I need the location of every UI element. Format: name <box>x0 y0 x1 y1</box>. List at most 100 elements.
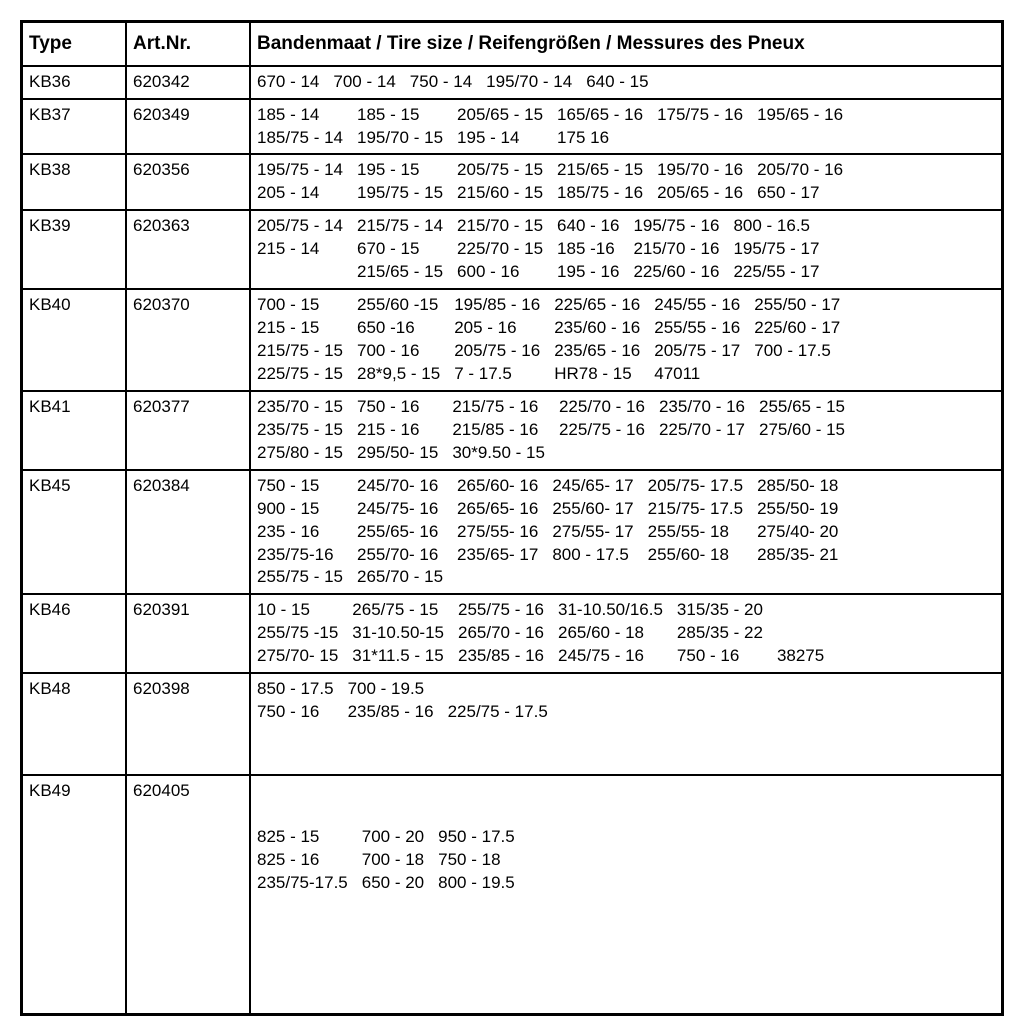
tire-size-value: 285/50- 18 <box>757 475 838 498</box>
tire-size-value: 225/75 - 17.5 <box>448 701 548 724</box>
cell-sizes: 670 - 14700 - 14750 - 14195/70 - 14640 -… <box>250 66 1003 99</box>
tire-size-value <box>448 678 548 701</box>
cell-type: KB37 <box>22 99 127 155</box>
tire-size-value: 700 - 15 <box>257 294 343 317</box>
cell-type: KB49 <box>22 775 127 1015</box>
tire-size-value: 205/75 - 17 <box>654 340 740 363</box>
tire-size-value <box>257 986 348 1009</box>
tire-size-value: 225/75 - 15 <box>257 363 343 386</box>
tire-size-value: 750 - 16 <box>677 645 763 668</box>
tire-size-value <box>362 963 424 986</box>
tire-size-value: 650 - 20 <box>362 872 424 895</box>
tire-size-value: 255/60 -15 <box>357 294 440 317</box>
tire-size-value <box>777 622 824 645</box>
tire-size-value: 265/60 - 18 <box>558 622 663 645</box>
tire-size-value: 195/70 - 14 <box>486 71 572 94</box>
cell-type: KB48 <box>22 673 127 775</box>
tire-size-value: 255/50 - 17 <box>754 294 840 317</box>
tire-size-value: 650 -16 <box>357 317 440 340</box>
tire-size-value: 235/75 - 15 <box>257 419 343 442</box>
size-column: 255/75 - 16265/70 - 16235/85 - 16 <box>458 599 544 668</box>
tire-size-value: 205/75- 17.5 <box>648 475 743 498</box>
tire-size-value: 225/70 - 15 <box>457 238 543 261</box>
tire-size-value: 215 - 14 <box>257 238 343 261</box>
size-column: 235/70 - 15235/75 - 15275/80 - 15 <box>257 396 343 465</box>
size-column: 195/70 - 16205/65 - 16 <box>657 159 743 205</box>
tire-size-value <box>438 780 515 803</box>
size-column: 315/35 - 20285/35 - 22750 - 16 <box>677 599 763 668</box>
size-column: 195/75 - 16215/70 - 16225/60 - 16 <box>633 215 719 284</box>
tire-size-value <box>257 780 348 803</box>
cell-sizes: 850 - 17.5750 - 16 700 - 19.5235/85 - 16… <box>250 673 1003 775</box>
cell-art: 620349 <box>126 99 250 155</box>
tire-size-value: 255/75 -15 <box>257 622 338 645</box>
tire-size-value: 285/35- 21 <box>757 544 838 567</box>
tire-size-value <box>438 963 515 986</box>
tire-size-value: 850 - 17.5 <box>257 678 334 701</box>
tire-size-value: 38275 <box>777 645 824 668</box>
tire-size-value: 825 - 15 <box>257 826 348 849</box>
tire-size-value: 215/75 - 15 <box>257 340 343 363</box>
table-row: KB49620405 825 - 15825 - 16235/75-17.5 7… <box>22 775 1003 1015</box>
tire-size-value: 700 - 20 <box>362 826 424 849</box>
tire-size-value <box>257 724 334 747</box>
tire-size-value: 700 - 18 <box>362 849 424 872</box>
tire-size-value: 750 - 18 <box>438 849 515 872</box>
tire-size-value: 825 - 16 <box>257 849 348 872</box>
size-column: 215/70 - 15225/70 - 15600 - 16 <box>457 215 543 284</box>
tire-size-value: 275/55- 16 <box>457 521 538 544</box>
tire-size-value <box>448 724 548 747</box>
tire-size-value: 600 - 16 <box>457 261 543 284</box>
tire-size-value: 255/50- 19 <box>757 498 838 521</box>
tire-size-value: 265/70 - 16 <box>458 622 544 645</box>
table-row: KB48620398850 - 17.5750 - 16 700 - 19.52… <box>22 673 1003 775</box>
tire-size-value: 900 - 15 <box>257 498 343 521</box>
tire-size-value: 255/75 - 16 <box>458 599 544 622</box>
size-column: 245/65- 17255/60- 17275/55- 17800 - 17.5 <box>552 475 633 590</box>
tire-size-value <box>448 747 548 770</box>
size-column: 255/60 -15650 -16700 - 1628*9,5 - 15 <box>357 294 440 386</box>
tire-size-value: 295/50- 15 <box>357 442 438 465</box>
tire-size-value: 265/65- 16 <box>457 498 538 521</box>
tire-size-value: 185/75 - 14 <box>257 127 343 150</box>
tire-size-value: 255/60- 17 <box>552 498 633 521</box>
tire-size-value <box>348 747 434 770</box>
tire-size-value <box>438 895 515 918</box>
cell-type: KB41 <box>22 391 127 470</box>
cell-type: KB40 <box>22 289 127 391</box>
tire-size-value: 235/85 - 16 <box>458 645 544 668</box>
size-column: 825 - 15825 - 16235/75-17.5 <box>257 780 348 1009</box>
tire-size-value: 255/65 - 15 <box>759 396 845 419</box>
size-column: 950 - 17.5750 - 18800 - 19.5 <box>438 780 515 1009</box>
cell-sizes: 205/75 - 14215 - 14215/75 - 14670 - 1521… <box>250 210 1003 289</box>
tire-size-value: HR78 - 15 <box>554 363 640 386</box>
tire-size-value: 285/35 - 22 <box>677 622 763 645</box>
size-column: 31-10.50/16.5265/60 - 18245/75 - 16 <box>558 599 663 668</box>
size-column: 225/75 - 17.5 <box>448 678 548 770</box>
tire-size-value: 750 - 16 <box>257 701 334 724</box>
tire-size-value <box>348 724 434 747</box>
table-row: KB36620342670 - 14700 - 14750 - 14195/70… <box>22 66 1003 99</box>
tire-size-value: 245/55 - 16 <box>654 294 740 317</box>
tire-size-value: 265/70 - 15 <box>357 566 443 589</box>
tire-size-value: 195/70 - 15 <box>357 127 443 150</box>
tire-size-value <box>362 918 424 941</box>
size-column: 750 - 14 <box>410 71 472 94</box>
tire-size-value: 235/65- 17 <box>457 544 538 567</box>
cell-sizes: 750 - 15900 - 15235 - 16235/75-16255/75 … <box>250 470 1003 595</box>
tire-size-value <box>257 941 348 964</box>
tire-size-value: 205/75 - 16 <box>454 340 540 363</box>
tire-size-value: 800 - 19.5 <box>438 872 515 895</box>
tire-size-value: 205/65 - 15 <box>457 104 543 127</box>
size-column: 255/50 - 17225/60 - 17700 - 17.5 <box>754 294 840 386</box>
size-column: 245/70- 16245/75- 16255/65- 16255/70- 16… <box>357 475 443 590</box>
size-column: 800 - 16.5195/75 - 17225/55 - 17 <box>733 215 819 284</box>
tire-size-value: 670 - 14 <box>257 71 319 94</box>
size-column: 195/85 - 16205 - 16205/75 - 167 - 17.5 <box>454 294 540 386</box>
size-column: 175/75 - 16 <box>657 104 743 150</box>
tire-size-value: 7 - 17.5 <box>454 363 540 386</box>
tire-size-value: 205/70 - 16 <box>757 159 843 182</box>
cell-art: 620363 <box>126 210 250 289</box>
header-row: Type Art.Nr. Bandenmaat / Tire size / Re… <box>22 22 1003 66</box>
size-column: 700 - 20700 - 18650 - 20 <box>362 780 424 1009</box>
